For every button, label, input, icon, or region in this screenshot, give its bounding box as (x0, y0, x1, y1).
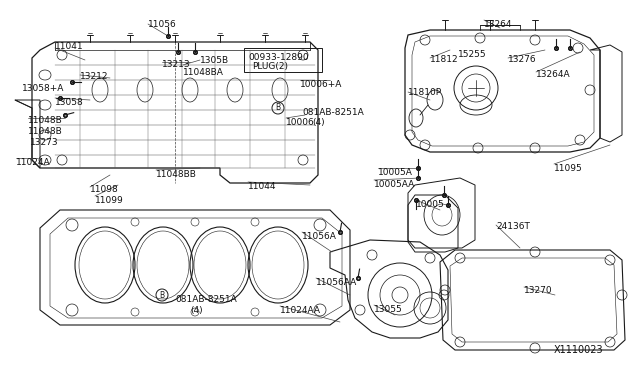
Text: 11024AA: 11024AA (280, 306, 321, 315)
Text: (4): (4) (190, 306, 203, 315)
Text: 11098: 11098 (90, 185, 119, 194)
Text: 00933-12890: 00933-12890 (248, 53, 308, 62)
Text: 11056AA: 11056AA (316, 278, 357, 287)
Text: 11048BA: 11048BA (183, 68, 224, 77)
Text: 13055: 13055 (374, 305, 403, 314)
Text: 11095: 11095 (554, 164, 583, 173)
Text: X1110023: X1110023 (554, 345, 604, 355)
Text: 10005: 10005 (416, 200, 445, 209)
Text: 11099: 11099 (95, 196, 124, 205)
Bar (244, 48, 322, 72)
Text: 10006: 10006 (286, 118, 315, 127)
Text: 11044: 11044 (248, 182, 276, 191)
Text: 13212: 13212 (80, 72, 109, 81)
Text: 081AB-8251A: 081AB-8251A (302, 108, 364, 117)
Text: 13276: 13276 (508, 55, 536, 64)
Text: 10005AA: 10005AA (374, 180, 415, 189)
Text: 24136T: 24136T (496, 222, 530, 231)
Text: 13058+A: 13058+A (22, 84, 65, 93)
Text: (4): (4) (312, 118, 324, 127)
Text: 15255: 15255 (458, 50, 486, 59)
Text: 11812: 11812 (430, 55, 459, 64)
Text: 11810P: 11810P (408, 88, 442, 97)
Text: 11048BB: 11048BB (156, 170, 197, 179)
Text: 10005A: 10005A (378, 168, 413, 177)
Text: B: B (159, 291, 164, 299)
Text: 13058: 13058 (55, 98, 84, 107)
Text: 13273: 13273 (30, 138, 59, 147)
Text: 10006+A: 10006+A (300, 80, 342, 89)
Text: 13270: 13270 (524, 286, 552, 295)
Text: 11056: 11056 (148, 20, 177, 29)
Text: 13213: 13213 (162, 60, 191, 69)
Text: B: B (275, 103, 280, 112)
Text: 13264: 13264 (484, 20, 513, 29)
Text: 11048B: 11048B (28, 127, 63, 136)
Text: 11048B: 11048B (28, 116, 63, 125)
Text: 1305B: 1305B (200, 56, 229, 65)
Text: 11024A: 11024A (16, 158, 51, 167)
Text: 11056A: 11056A (302, 232, 337, 241)
Text: 081AB-8251A: 081AB-8251A (175, 295, 237, 304)
Text: PLUG(2): PLUG(2) (252, 62, 288, 71)
Text: 13264A: 13264A (536, 70, 571, 79)
Text: 11041: 11041 (55, 42, 84, 51)
